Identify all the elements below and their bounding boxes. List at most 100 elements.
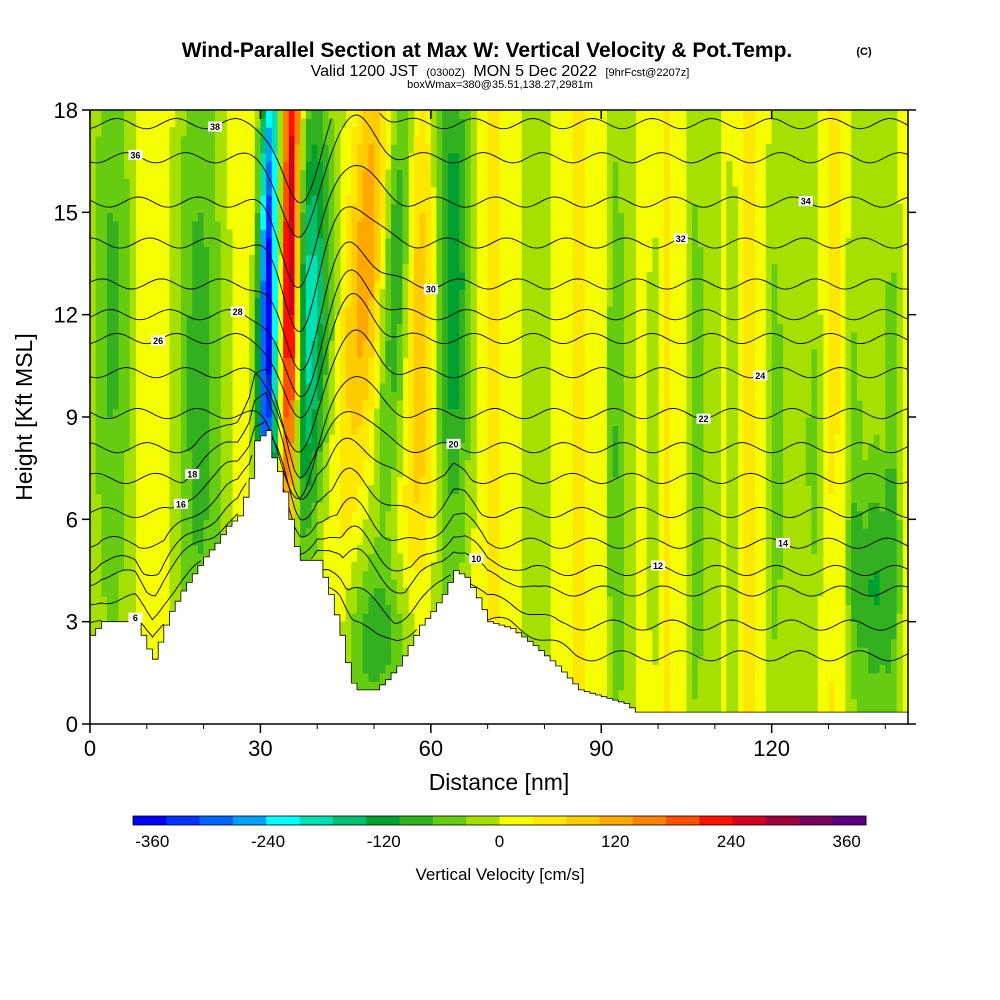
velocity-cell: [470, 178, 477, 188]
velocity-cell: [396, 229, 404, 239]
velocity-cell: [430, 178, 438, 188]
valid-utc-label: (0300Z): [426, 67, 465, 79]
velocity-cell: [180, 237, 188, 248]
velocity-cell: [249, 331, 256, 341]
velocity-cell: [692, 178, 699, 188]
velocity-cell: [629, 246, 636, 256]
velocity-cell: [470, 493, 477, 503]
velocity-cell: [283, 374, 290, 384]
velocity-cell: [606, 604, 614, 614]
velocity-cell: [334, 169, 341, 179]
velocity-cell: [436, 220, 443, 230]
velocity-cell: [419, 399, 426, 410]
velocity-cell: [249, 382, 256, 393]
velocity-cell: [345, 297, 352, 307]
velocity-cell: [351, 314, 358, 324]
velocity-cell: [300, 408, 307, 418]
velocity-cell: [430, 110, 438, 120]
velocity-cell: [430, 579, 438, 589]
velocity-cell: [356, 561, 364, 572]
velocity-cell: [385, 203, 392, 213]
velocity-cell: [606, 536, 614, 546]
velocity-cell: [374, 596, 381, 606]
velocity-cell: [527, 263, 534, 273]
velocity-cell: [374, 254, 381, 265]
velocity-cell: [169, 476, 176, 486]
velocity-cell: [90, 203, 97, 213]
velocity-cell: [544, 254, 551, 265]
velocity-cell: [112, 417, 119, 427]
velocity-cell: [408, 289, 415, 299]
velocity-cell: [521, 374, 528, 384]
velocity-cell: [629, 493, 636, 503]
velocity-cell: [487, 357, 494, 367]
velocity-cell: [129, 391, 137, 401]
velocity-cell: [209, 357, 216, 367]
velocity-cell: [180, 203, 188, 213]
velocity-cell: [368, 579, 375, 589]
velocity-cell: [339, 630, 347, 640]
velocity-cell: [612, 220, 619, 230]
velocity-cell: [300, 263, 307, 273]
velocity-cell: [305, 127, 313, 137]
velocity-cell: [692, 220, 699, 230]
velocity-cell: [209, 212, 216, 222]
velocity-cell: [317, 135, 324, 145]
velocity-cell: [652, 604, 659, 614]
velocity-cell: [663, 297, 671, 307]
velocity-cell: [646, 391, 653, 401]
velocity-cell: [203, 220, 210, 230]
valid-date-label: MON 5 Dec 2022: [473, 63, 597, 80]
velocity-cell: [356, 348, 364, 358]
velocity-cell: [692, 229, 699, 239]
velocity-cell: [294, 118, 301, 128]
velocity-cell: [266, 254, 273, 265]
velocity-cell: [129, 314, 137, 324]
velocity-cell: [521, 297, 528, 307]
velocity-cell: [697, 596, 705, 606]
velocity-cell: [697, 442, 705, 452]
velocity-cell: [374, 527, 381, 537]
velocity-cell: [186, 374, 193, 384]
velocity-cell: [379, 544, 386, 555]
velocity-cell: [692, 519, 699, 529]
velocity-cell: [254, 289, 262, 299]
velocity-cell: [95, 340, 102, 350]
velocity-cell: [413, 519, 421, 529]
velocity-cell: [197, 306, 205, 316]
velocity-cell: [180, 417, 188, 427]
velocity-cell: [107, 169, 114, 179]
velocity-cell: [271, 391, 279, 401]
velocity-cell: [408, 417, 415, 427]
velocity-cell: [623, 579, 631, 589]
velocity-cell: [288, 118, 296, 128]
velocity-cell: [646, 596, 653, 606]
velocity-cell: [572, 519, 580, 529]
velocity-cell: [118, 391, 125, 401]
velocity-cell: [629, 544, 636, 555]
velocity-cell: [129, 579, 137, 589]
velocity-cell: [254, 417, 262, 427]
velocity-cell: [419, 110, 426, 120]
velocity-cell: [356, 297, 364, 307]
velocity-cell: [322, 434, 330, 444]
velocity-cell: [606, 297, 614, 307]
velocity-cell: [305, 203, 313, 213]
velocity-cell: [521, 442, 528, 452]
velocity-cell: [453, 314, 460, 324]
velocity-cell: [95, 357, 102, 367]
velocity-cell: [447, 468, 455, 478]
velocity-cell: [169, 306, 176, 316]
velocity-cell: [374, 638, 381, 648]
velocity-cell: [118, 212, 125, 222]
velocity-cell: [356, 553, 364, 563]
velocity-cell: [447, 382, 455, 393]
velocity-cell: [396, 374, 404, 384]
velocity-cell: [90, 604, 97, 614]
velocity-cell: [197, 195, 205, 205]
velocity-cell: [544, 579, 551, 589]
velocity-cell: [294, 169, 301, 179]
velocity-cell: [220, 212, 227, 222]
velocity-cell: [356, 596, 364, 606]
velocity-cell: [413, 544, 421, 555]
